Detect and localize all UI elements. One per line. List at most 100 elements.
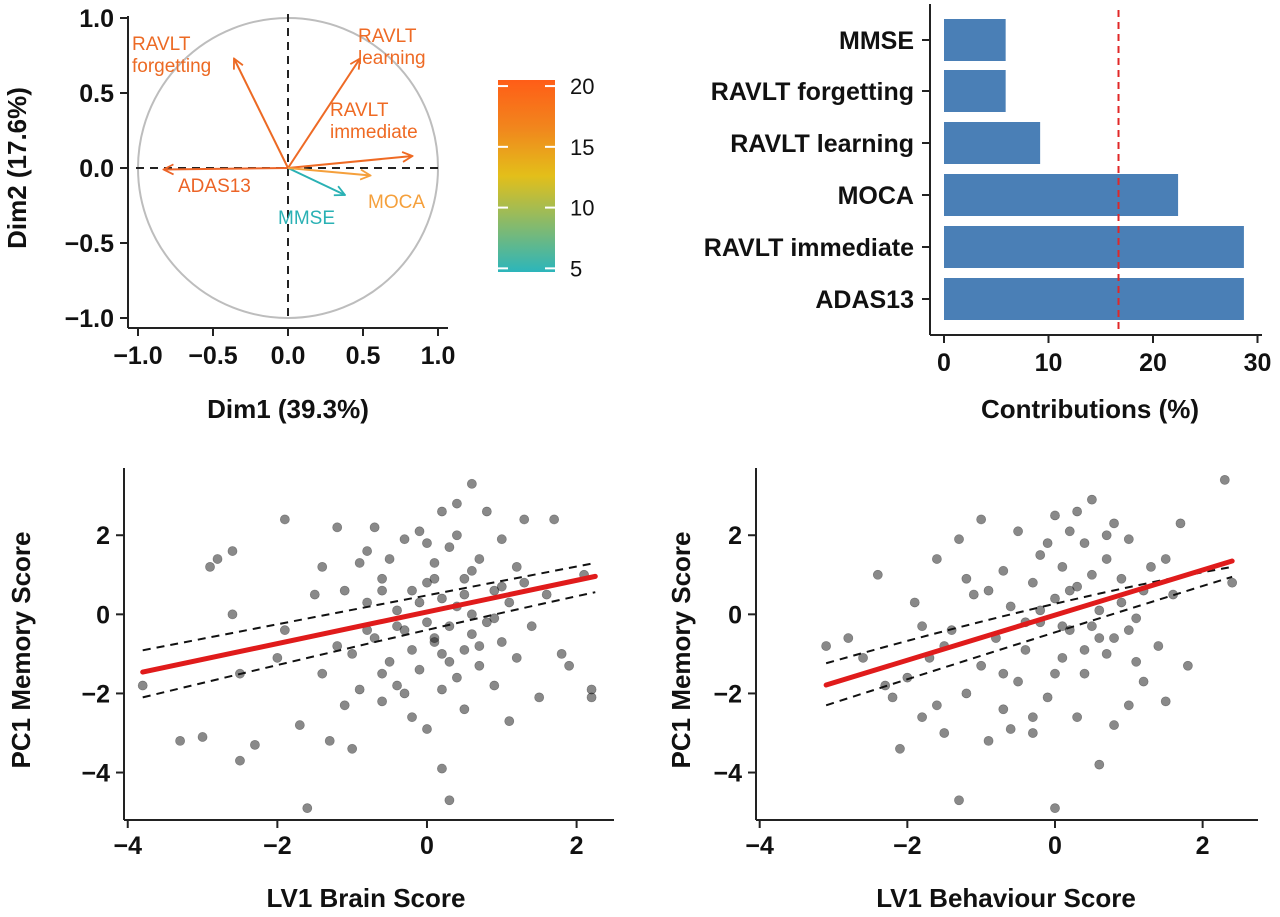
data-point xyxy=(1101,554,1112,564)
contribution-bar xyxy=(944,174,1179,216)
category-label: RAVLT forgetting xyxy=(711,78,914,106)
contribution-bar xyxy=(944,122,1041,164)
data-point xyxy=(939,728,950,738)
data-point xyxy=(931,700,942,711)
data-point xyxy=(362,546,373,556)
regression-line xyxy=(823,558,1235,688)
data-point xyxy=(437,506,447,517)
variable-arrow xyxy=(287,59,360,169)
x-tick-label: 10 xyxy=(1035,349,1063,377)
data-point xyxy=(954,795,964,806)
data-point xyxy=(1160,696,1171,707)
data-point xyxy=(279,625,290,636)
category-label: RAVLT learning xyxy=(730,130,914,158)
data-point xyxy=(526,621,537,632)
data-point xyxy=(998,704,1009,715)
colorbar-gradient xyxy=(498,80,555,272)
data-point xyxy=(489,680,500,691)
data-point xyxy=(1042,692,1053,703)
data-point xyxy=(1079,645,1090,655)
data-point xyxy=(377,668,387,679)
variable-label: MMSE xyxy=(278,208,335,229)
data-point xyxy=(917,712,928,723)
contributions-xlabel: Contributions (%) xyxy=(981,394,1199,424)
data-point xyxy=(414,526,425,537)
y-tick-label: 1.0 xyxy=(79,5,114,33)
variable-arrow xyxy=(287,156,413,169)
data-point xyxy=(444,795,455,806)
y-tick-label: 0 xyxy=(728,601,742,629)
data-point xyxy=(437,684,447,695)
data-point xyxy=(1123,534,1134,545)
data-point xyxy=(976,660,987,671)
y-tick-label: 0.5 xyxy=(79,80,114,108)
confidence-band-upper xyxy=(142,561,596,652)
data-point xyxy=(459,589,470,600)
data-point xyxy=(205,561,215,572)
category-label: ADAS13 xyxy=(815,286,914,314)
data-point xyxy=(175,735,186,746)
data-point xyxy=(1086,494,1097,505)
colorbar-tick-label: 20 xyxy=(570,74,594,99)
pca-colorbar: 20 15 10 5 xyxy=(498,74,594,281)
data-point xyxy=(466,565,477,576)
y-tick-label: −2 xyxy=(81,680,110,708)
y-tick-label: −0.5 xyxy=(65,230,114,258)
variable-arrow xyxy=(234,59,289,169)
variable-label: RAVLT forgetting xyxy=(132,34,211,77)
data-point xyxy=(377,696,387,707)
data-point xyxy=(496,637,507,647)
confidence-band-lower xyxy=(825,575,1233,707)
data-point xyxy=(1035,550,1046,560)
brain-score-panel: −4 −2 0 2 2 0 −2 −4 LV1 Brain Score PC1 Memory … xyxy=(6,468,614,913)
data-point xyxy=(272,652,283,663)
data-point xyxy=(339,700,350,711)
data-point xyxy=(1013,526,1023,537)
x-tick-label: −4 xyxy=(113,832,142,860)
confidence-band-lower xyxy=(142,591,596,699)
data-point xyxy=(961,688,972,699)
contribution-bar xyxy=(944,70,1006,112)
data-point xyxy=(968,589,979,600)
data-point xyxy=(1219,474,1230,485)
data-point xyxy=(1153,641,1164,651)
data-point xyxy=(332,522,343,533)
data-point xyxy=(1086,621,1097,632)
data-point xyxy=(998,668,1009,679)
contribution-bar xyxy=(944,278,1244,320)
data-point xyxy=(429,633,440,643)
variable-arrow xyxy=(287,167,345,195)
y-tick-label: 2 xyxy=(728,522,742,550)
variable-label: RAVLT learning xyxy=(358,26,426,69)
behaviour-scatter-plot-area: −4 −2 0 2 2 0 −2 −4 xyxy=(713,468,1258,860)
data-point xyxy=(1050,510,1060,521)
data-point xyxy=(429,558,440,568)
category-label: MMSE xyxy=(839,27,914,55)
data-point xyxy=(384,554,395,564)
data-point xyxy=(1079,668,1090,679)
data-point xyxy=(392,621,402,632)
data-point xyxy=(197,732,208,742)
data-point xyxy=(511,561,522,572)
data-point xyxy=(549,514,560,525)
x-tick-label: 1.0 xyxy=(421,342,456,370)
pca-plot-area: −1.0 −0.5 0.0 0.5 1.0 1.0 0.5 0.0 −0.5 −1.0 RAVLT f… xyxy=(65,5,456,370)
data-point xyxy=(1035,605,1046,616)
data-point xyxy=(998,565,1009,576)
variable-label: ADAS13 xyxy=(178,176,251,197)
data-point xyxy=(1057,652,1068,663)
data-point xyxy=(895,743,905,754)
data-point xyxy=(1027,728,1038,738)
data-point xyxy=(294,720,305,730)
data-point xyxy=(858,652,868,663)
data-point xyxy=(459,573,470,584)
data-point xyxy=(347,648,358,659)
data-point xyxy=(407,712,417,723)
data-point xyxy=(444,542,455,553)
data-point xyxy=(414,664,425,675)
data-point xyxy=(1072,581,1083,592)
data-point xyxy=(466,629,477,640)
data-point xyxy=(466,478,477,489)
x-tick-label: 30 xyxy=(1244,349,1272,377)
data-point xyxy=(1094,605,1105,616)
